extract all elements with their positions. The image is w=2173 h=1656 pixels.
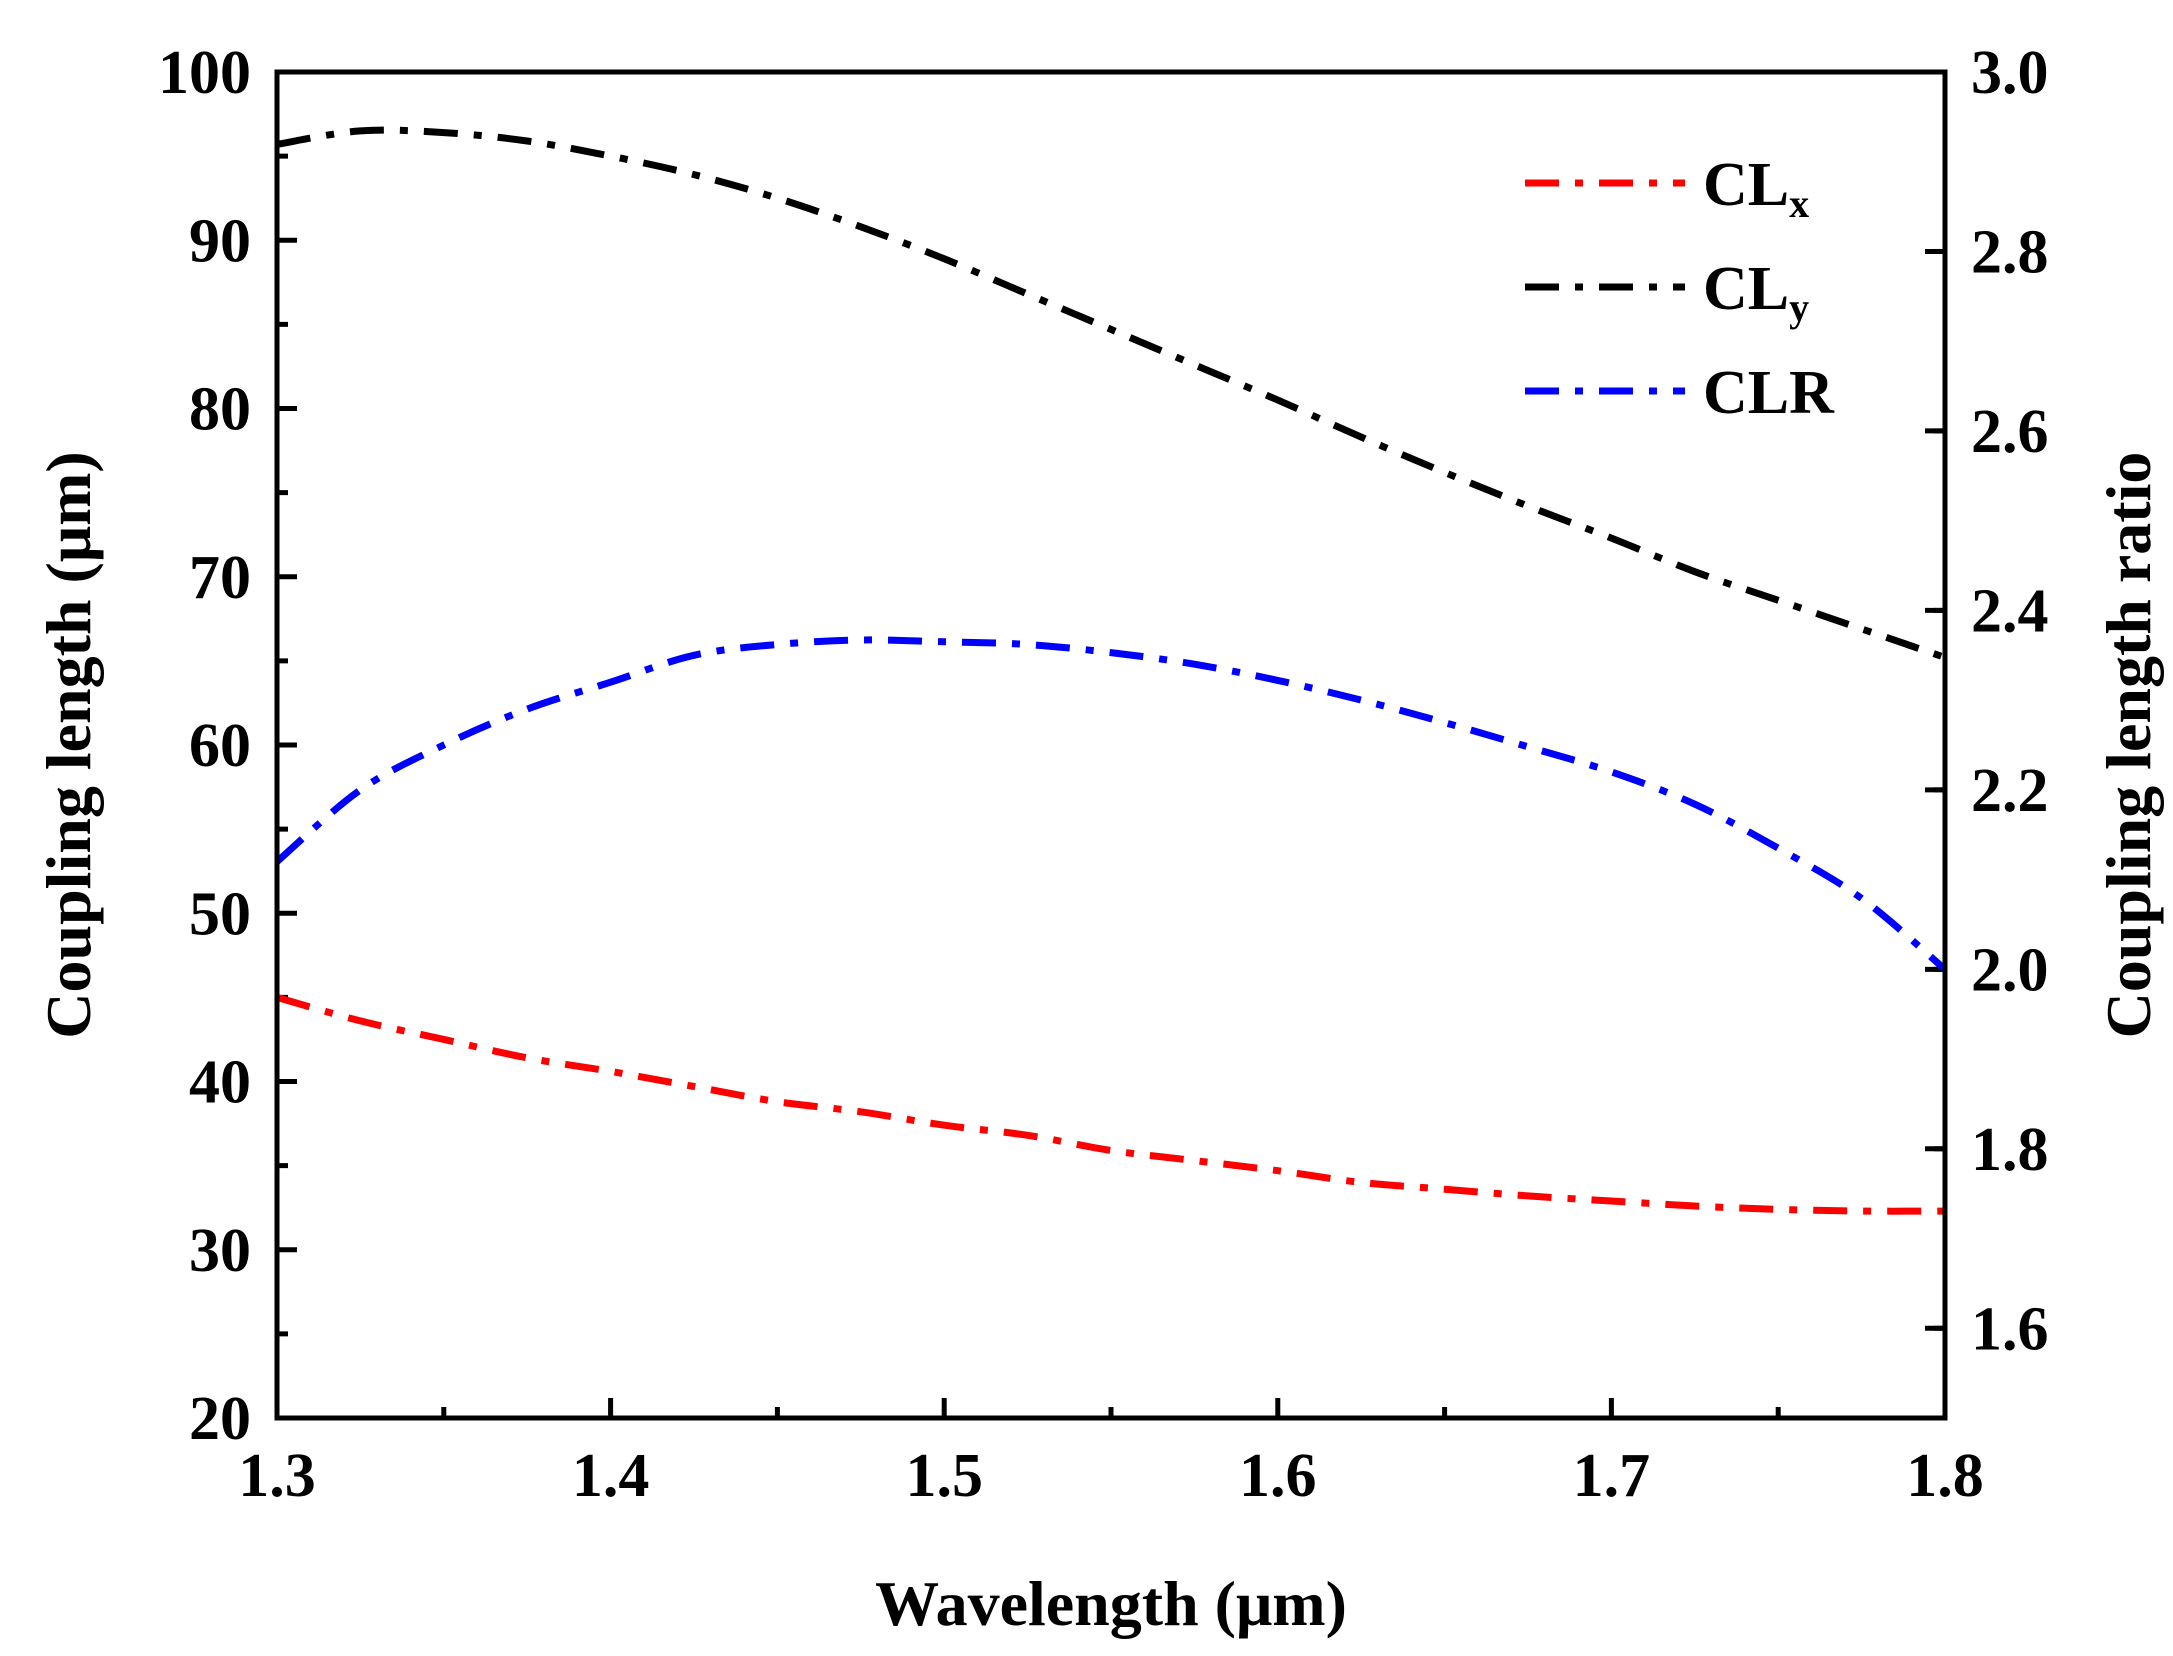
legend-label-cly: CLy bbox=[1703, 255, 1809, 330]
legend: CLx CLy CLR bbox=[1525, 151, 1835, 427]
series-line-clr bbox=[274, 636, 1948, 972]
x-tick-label: 1.5 bbox=[905, 1442, 983, 1510]
y2-tick-label: 3.0 bbox=[1971, 39, 2049, 107]
legend-label-clr: CLR bbox=[1703, 359, 1835, 427]
x-tick-label: 1.6 bbox=[1239, 1442, 1317, 1510]
plot-frame bbox=[274, 69, 1948, 1421]
y-tick-label: 60 bbox=[189, 712, 251, 780]
series-line-cly bbox=[276, 126, 1947, 661]
y-tick-label: 50 bbox=[189, 880, 251, 948]
y-tick-label: 30 bbox=[189, 1217, 251, 1285]
y-tick-label: 20 bbox=[189, 1385, 251, 1453]
y-tick-label: 70 bbox=[189, 544, 251, 612]
y2-tick-label: 2.0 bbox=[1971, 936, 2049, 1004]
x-tick-label: 1.4 bbox=[572, 1442, 650, 1510]
x-tick-label: 1.3 bbox=[238, 1442, 316, 1510]
y2-tick-label: 2.8 bbox=[1971, 218, 2049, 286]
series-lines bbox=[274, 126, 1948, 1215]
axis-ticks bbox=[274, 69, 1948, 1421]
tick-labels: 1.3 1.4 1.5 1.6 1.7 1.8 20 30 40 50 60 70 80 90 100 1.6… bbox=[158, 39, 2049, 1510]
y-tick-label: 100 bbox=[158, 39, 251, 107]
x-axis-title: Wavelength (μm) bbox=[875, 1568, 1347, 1639]
y2-tick-label: 1.6 bbox=[1971, 1295, 2049, 1363]
y-tick-label: 40 bbox=[189, 1049, 251, 1117]
y-tick-label: 80 bbox=[189, 376, 251, 444]
y-tick-label: 90 bbox=[189, 207, 251, 275]
x-tick-label: 1.8 bbox=[1906, 1442, 1984, 1510]
series-line-clx bbox=[276, 994, 1946, 1215]
legend-label-clx: CLx bbox=[1703, 151, 1809, 226]
y2-tick-label: 2.2 bbox=[1971, 757, 2049, 825]
y2-tick-label: 1.8 bbox=[1971, 1116, 2049, 1184]
y2-axis-title: Coupling length ratio bbox=[2093, 452, 2164, 1039]
y2-tick-label: 2.4 bbox=[1971, 577, 2049, 645]
y-axis-title: Coupling length (μm) bbox=[33, 451, 104, 1038]
y2-tick-label: 2.6 bbox=[1971, 398, 2049, 466]
x-tick-label: 1.7 bbox=[1573, 1442, 1651, 1510]
